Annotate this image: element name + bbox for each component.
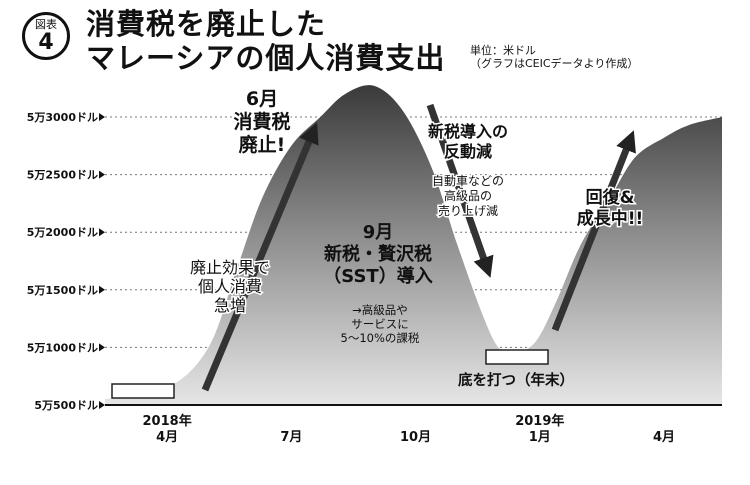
y-tick-label: 5万2500ドル	[27, 169, 98, 182]
x-tick-label: 10月	[400, 430, 431, 445]
arrow-down-icon	[426, 103, 494, 278]
y-tick-label: 5万500ドル	[34, 399, 98, 412]
annotation-sst-note: →高級品やサービスに 5〜10%の課税	[341, 303, 420, 345]
annotation-line: →高級品や	[352, 303, 408, 317]
y-tick-label: 5万1000ドル	[27, 341, 98, 354]
annotation-sst: 9月新税・贅沢税（SST）導入	[323, 222, 432, 287]
annotation-line: 新税導入の	[428, 122, 508, 141]
annotation-line: 成長中!!	[577, 208, 644, 229]
bottom-marker-box	[485, 349, 549, 365]
chart-title-line2: マレーシアの個人消費支出	[86, 41, 446, 75]
annotation-line: 反動減	[444, 142, 492, 161]
x-tick-label: 7月	[280, 430, 302, 445]
arrow-up-icon	[551, 130, 636, 332]
y-tick-marker	[99, 228, 105, 237]
annotation-effect: 廃止効果で個人消費急増	[190, 258, 270, 315]
y-tick-marker	[99, 401, 105, 409]
annotation-line: 底を打つ（年末）	[458, 371, 574, 389]
y-tick-label: 5万3000ドル	[27, 111, 98, 124]
annotation-line: （SST）導入	[323, 265, 432, 287]
y-tick-label: 5万2000ドル	[27, 226, 98, 239]
y-tick-marker	[99, 343, 105, 352]
arrow-up-icon	[201, 122, 319, 392]
series-area	[105, 85, 722, 406]
annotation-line: サービスに	[351, 317, 409, 331]
x-tick-label: 4月	[653, 430, 675, 445]
figure-badge-label: 図表	[35, 18, 57, 31]
unit-note: 単位：米ドル （グラフはCEICデータより作成）	[470, 44, 638, 70]
annotation-abolish: 6月消費税廃止!	[233, 88, 290, 156]
annotation-line: 廃止!	[239, 133, 286, 156]
annotation-line: 消費税	[233, 110, 290, 133]
annotation-line: 高級品の	[444, 188, 492, 203]
annotation-line: 個人消費	[198, 277, 262, 296]
annotation-backlash-note: 自動車などの高級品の売り上げ減	[432, 174, 504, 218]
annotation-line: 5〜10%の課税	[341, 331, 420, 345]
annotation-line: 廃止効果で	[190, 258, 270, 277]
figure-badge: 図表 4	[22, 12, 70, 60]
source-note: （グラフはCEICデータより作成）	[470, 57, 639, 70]
x-tick-year: 2019年	[515, 413, 564, 429]
chart-title-line1: 消費税を廃止した	[86, 7, 327, 41]
y-tick-label: 5万1500ドル	[27, 284, 98, 297]
start-marker-box	[111, 383, 175, 399]
annotation-bottom: 底を打つ（年末）	[458, 371, 574, 389]
x-tick-label: 1月	[529, 430, 551, 445]
annotation-line: 急増	[214, 296, 246, 315]
y-tick-marker	[99, 113, 105, 121]
y-tick-marker	[99, 285, 105, 294]
unit-label: 単位：米ドル	[470, 44, 536, 57]
annotation-line: 新税・贅沢税	[324, 243, 432, 265]
annotation-backlash: 新税導入の反動減	[428, 122, 508, 161]
annotation-line: 6月	[246, 88, 278, 110]
annotation-recovery: 回復&成長中!!	[577, 187, 644, 229]
annotation-line: 売り上げ減	[438, 203, 498, 218]
annotation-line: 自動車などの	[432, 174, 504, 188]
annotation-line: 9月	[363, 222, 394, 243]
x-tick-label: 4月	[156, 430, 178, 445]
figure-badge-number: 4	[38, 30, 54, 55]
x-tick-year: 2018年	[143, 413, 192, 429]
annotation-line: 回復&	[586, 187, 635, 208]
y-tick-marker	[99, 170, 105, 179]
